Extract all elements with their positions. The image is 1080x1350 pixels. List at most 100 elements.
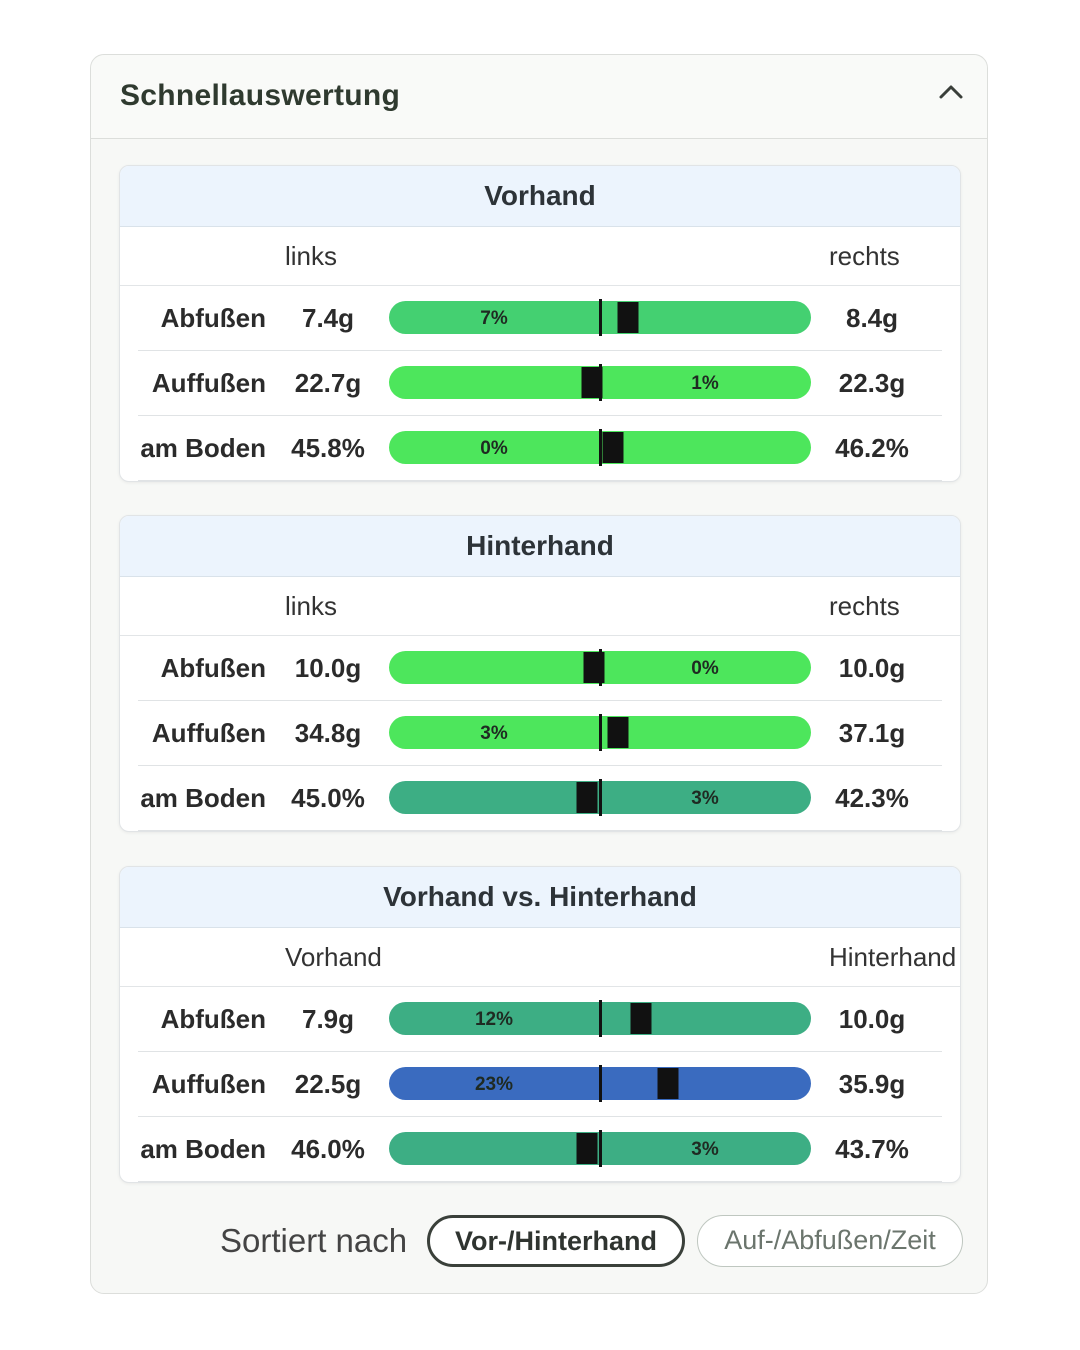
- chevron-up-icon[interactable]: [937, 81, 965, 103]
- comparison-bar: 23%: [389, 1065, 811, 1102]
- metric-row: am Boden 46.0% 3% 43.7%: [120, 1117, 960, 1182]
- left-value: 45.0%: [291, 783, 365, 813]
- column-header-row: Vorhand Hinterhand: [120, 928, 960, 987]
- bar-percent-label: 12%: [474, 1009, 514, 1030]
- right-value: 22.3g: [838, 368, 906, 398]
- row-divider: [138, 480, 942, 481]
- column-right-label: rechts: [829, 591, 900, 621]
- section-title: Vorhand vs. Hinterhand: [120, 867, 960, 928]
- sort-row: Sortiert nach Vor-/Hinterhand Auf-/Abfuß…: [91, 1205, 987, 1275]
- row-divider: [138, 830, 942, 831]
- column-right-label: Hinterhand: [829, 942, 957, 972]
- sort-label: Sortiert nach: [220, 1222, 408, 1259]
- metric-row: Auffußen 22.7g 1% 22.3g: [120, 351, 960, 416]
- row-divider: [138, 1116, 942, 1117]
- bar-percent-label: 1%: [691, 373, 719, 394]
- comparison-bar: 0%: [389, 429, 811, 466]
- right-value: 8.4g: [845, 303, 899, 333]
- left-value: 22.5g: [294, 1069, 362, 1099]
- column-left-label: Vorhand: [285, 942, 382, 972]
- panel-title: Schnellauswertung: [120, 79, 401, 112]
- comparison-bar: 1%: [389, 364, 811, 401]
- section-card-vorhand-vs-hinterhand: Vorhand vs. Hinterhand Vorhand Hinterhand A…: [119, 866, 961, 1183]
- right-value: 37.1g: [838, 718, 906, 748]
- bar-percent-label: 3%: [691, 788, 719, 809]
- column-right-label: rechts: [829, 241, 900, 271]
- row-divider: [138, 765, 942, 766]
- column-header-row: links rechts: [120, 577, 960, 636]
- right-value: 46.2%: [835, 433, 909, 463]
- metric-label: Auffußen: [151, 368, 266, 398]
- sort-option-vor-hinterhand[interactable]: Vor-/Hinterhand: [427, 1215, 685, 1267]
- bar-marker: [602, 432, 624, 463]
- comparison-bar: 3%: [389, 1130, 811, 1167]
- panel-header[interactable]: Schnellauswertung: [91, 55, 987, 139]
- left-value: 34.8g: [294, 718, 362, 748]
- row-divider: [138, 350, 942, 351]
- bar-percent-label: 3%: [691, 1139, 719, 1160]
- section-card-hinterhand: Hinterhand links rechts Abfußen 10.0g 0% 10.0g…: [119, 515, 961, 832]
- bar-percent-label: 23%: [474, 1074, 514, 1095]
- bar-percent-label: 0%: [480, 438, 508, 459]
- right-value: 10.0g: [838, 1004, 906, 1034]
- metric-label: Abfußen: [160, 653, 266, 683]
- left-value: 46.0%: [291, 1134, 365, 1164]
- comparison-bar: 3%: [389, 714, 811, 751]
- metric-label: am Boden: [140, 783, 266, 813]
- metric-row: am Boden 45.8% 0% 46.2%: [120, 416, 960, 481]
- bar-marker: [576, 1133, 598, 1164]
- left-value: 45.8%: [291, 433, 365, 463]
- right-value: 43.7%: [835, 1134, 909, 1164]
- quick-analysis-panel: Schnellauswertung Vorhand links rechts Abfu…: [90, 54, 988, 1294]
- metric-row: Abfußen 10.0g 0% 10.0g: [120, 636, 960, 701]
- bar-center-line: [599, 714, 602, 751]
- metric-row: Abfußen 7.4g 7% 8.4g: [120, 286, 960, 351]
- column-header-row: links rechts: [120, 227, 960, 286]
- bar-marker: [657, 1068, 679, 1099]
- bar-marker: [583, 652, 605, 683]
- sort-option-auf-abfussen-zeit[interactable]: Auf-/Abfußen/Zeit: [697, 1215, 963, 1267]
- metric-label: Auffußen: [151, 1069, 266, 1099]
- section-title: Vorhand: [120, 166, 960, 227]
- left-value: 22.7g: [294, 368, 362, 398]
- comparison-bar: 3%: [389, 779, 811, 816]
- bar-center-line: [599, 1000, 602, 1037]
- metric-label: Abfußen: [160, 1004, 266, 1034]
- left-value: 10.0g: [294, 653, 362, 683]
- comparison-bar: 12%: [389, 1000, 811, 1037]
- bar-marker: [617, 302, 639, 333]
- bar-center-line: [599, 299, 602, 336]
- right-value: 35.9g: [838, 1069, 906, 1099]
- bar-center-line: [599, 1130, 602, 1167]
- row-divider: [138, 700, 942, 701]
- metric-label: am Boden: [140, 1134, 266, 1164]
- right-value: 42.3%: [835, 783, 909, 813]
- bar-marker: [581, 367, 603, 398]
- bar-center-line: [599, 779, 602, 816]
- left-value: 7.9g: [301, 1004, 355, 1034]
- bar-percent-label: 7%: [480, 308, 508, 329]
- section-card-vorhand: Vorhand links rechts Abfußen 7.4g 7% 8.4g Auffu…: [119, 165, 961, 482]
- bar-percent-label: 0%: [691, 658, 719, 679]
- column-left-label: links: [285, 591, 338, 621]
- column-left-label: links: [285, 241, 338, 271]
- metric-label: am Boden: [140, 433, 266, 463]
- bar-marker: [576, 782, 598, 813]
- section-title: Hinterhand: [120, 516, 960, 577]
- metric-row: Auffußen 34.8g 3% 37.1g: [120, 701, 960, 766]
- row-divider: [138, 1051, 942, 1052]
- bar-marker: [630, 1003, 651, 1034]
- right-value: 10.0g: [838, 653, 906, 683]
- bar-center-line: [599, 1065, 602, 1102]
- metric-row: Auffußen 22.5g 23% 35.9g: [120, 1052, 960, 1117]
- bar-center-line: [599, 429, 602, 466]
- left-value: 7.4g: [301, 303, 355, 333]
- metric-row: Abfußen 7.9g 12% 10.0g: [120, 987, 960, 1052]
- metric-label: Abfußen: [160, 303, 266, 333]
- comparison-bar: 0%: [389, 649, 811, 686]
- row-divider: [138, 415, 942, 416]
- metric-row: am Boden 45.0% 3% 42.3%: [120, 766, 960, 831]
- bar-percent-label: 3%: [480, 723, 508, 744]
- metric-label: Auffußen: [151, 718, 266, 748]
- bar-marker: [607, 717, 629, 748]
